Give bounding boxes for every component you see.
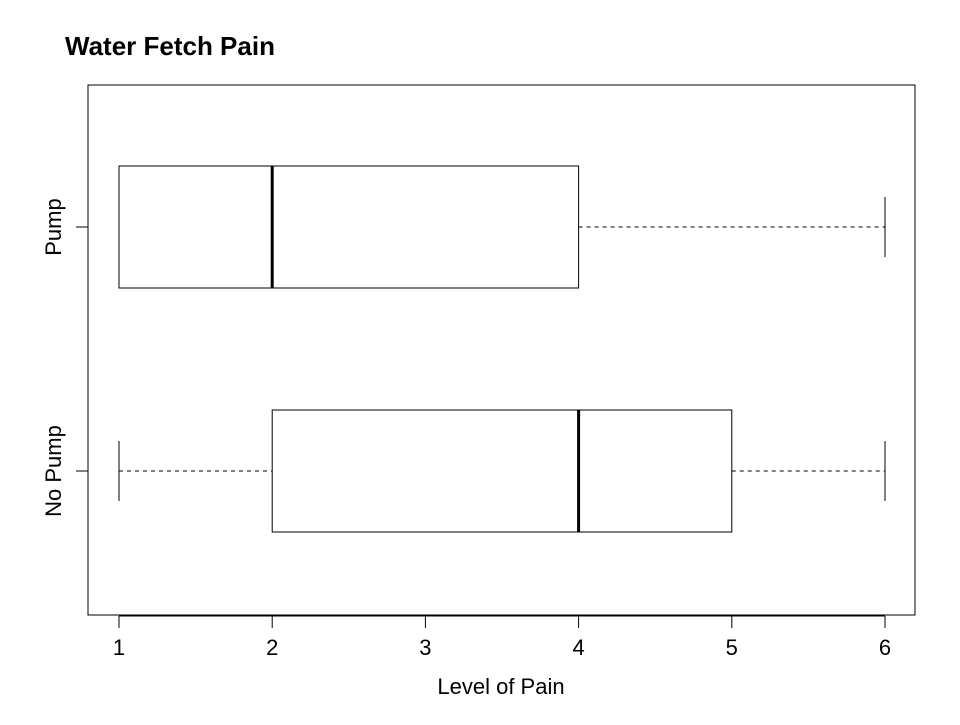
x-tick-label-4: 4 [572, 635, 584, 660]
plot-frame [87, 84, 916, 616]
y-axis: No Pump Pump [41, 198, 89, 517]
x-axis-label: Level of Pain [437, 674, 564, 699]
box-pump [118, 165, 886, 289]
chart-title: Water Fetch Pain [65, 31, 275, 61]
x-tick-label-6: 6 [879, 635, 891, 660]
x-axis: 1 2 3 4 5 6 [113, 615, 891, 660]
iqr-box [271, 409, 733, 533]
y-tick-label-pump: Pump [41, 198, 66, 255]
x-tick-label-2: 2 [266, 635, 278, 660]
x-tick-label-5: 5 [726, 635, 738, 660]
box-no-pump [118, 409, 886, 533]
box-series [118, 165, 886, 533]
y-tick-label-no-pump: No Pump [41, 425, 66, 517]
x-tick-label-3: 3 [419, 635, 431, 660]
x-tick-label-1: 1 [113, 635, 125, 660]
iqr-box [118, 165, 580, 289]
